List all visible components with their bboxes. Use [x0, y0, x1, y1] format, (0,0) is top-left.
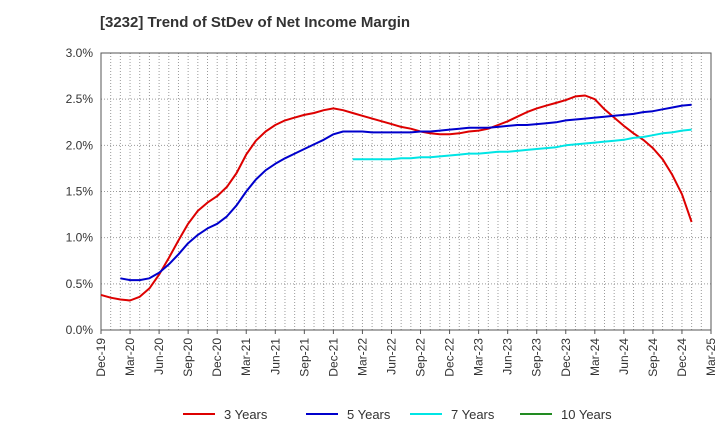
x-tick-label: Mar-25 — [704, 338, 718, 376]
x-tick-label: Sep-24 — [646, 338, 660, 377]
series-line — [100, 94, 693, 302]
y-tick-label: 3.0% — [66, 46, 94, 60]
x-tick-label: Jun-24 — [617, 338, 631, 375]
legend-label: 3 Years — [224, 407, 268, 422]
x-tick-label: Sep-23 — [530, 338, 544, 377]
y-tick-label: 2.5% — [66, 92, 94, 106]
x-tick-label: Dec-21 — [326, 338, 340, 377]
x-tick-label: Jun-22 — [384, 338, 398, 375]
chart-title: [3232] Trend of StDev of Net Income Marg… — [100, 14, 411, 31]
series-line — [120, 103, 692, 282]
x-tick-label: Mar-24 — [588, 338, 602, 376]
x-tick-label: Dec-23 — [559, 338, 573, 377]
y-tick-label: 0.5% — [66, 277, 94, 291]
x-tick-label: Mar-22 — [355, 338, 369, 376]
x-tick-label: Dec-22 — [443, 338, 457, 377]
x-tick-label: Mar-21 — [239, 338, 253, 376]
plot-frame — [100, 52, 712, 331]
x-tick-label: Mar-20 — [123, 338, 137, 376]
series-line — [352, 128, 692, 161]
y-tick-label: 1.0% — [66, 231, 94, 245]
x-tick-label: Sep-20 — [181, 338, 195, 377]
legend-label: 5 Years — [347, 407, 391, 422]
x-tick-label: Sep-22 — [414, 338, 428, 377]
y-tick-label: 0.0% — [66, 323, 94, 337]
legend-label: 10 Years — [561, 407, 612, 422]
legend-label: 7 Years — [451, 407, 495, 422]
x-tick-label: Dec-24 — [675, 338, 689, 377]
y-tick-label: 1.5% — [66, 185, 94, 199]
x-tick-label: Dec-19 — [94, 338, 108, 377]
x-tick-label: Sep-21 — [297, 338, 311, 377]
y-tick-label: 2.0% — [66, 138, 94, 152]
x-tick-label: Mar-23 — [472, 338, 486, 376]
x-tick-label: Jun-21 — [268, 338, 282, 375]
x-tick-label: Dec-20 — [210, 338, 224, 377]
x-tick-label: Jun-20 — [152, 338, 166, 375]
x-tick-label: Jun-23 — [501, 338, 515, 375]
